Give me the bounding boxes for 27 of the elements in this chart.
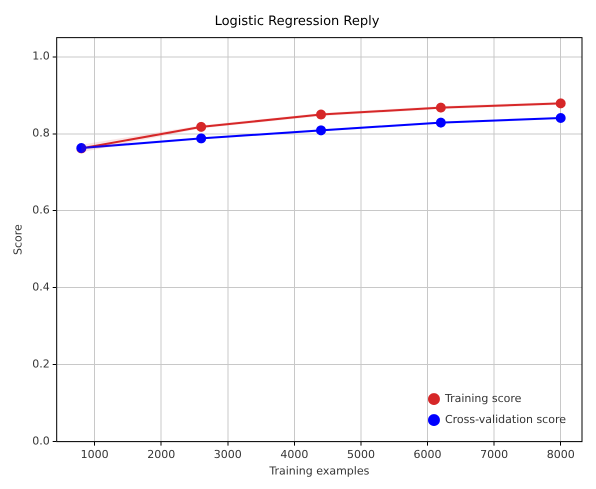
- point: [316, 125, 326, 136]
- x-tick-label: 4000: [280, 448, 308, 462]
- point: [196, 133, 206, 144]
- point: [556, 113, 566, 124]
- x-tick-label: 2000: [147, 448, 176, 462]
- point: [556, 98, 566, 108]
- x-tick-label: 6000: [414, 448, 442, 462]
- y-tick-label: 0.8: [32, 126, 50, 140]
- x-axis-title: Training examples: [268, 464, 370, 478]
- x-tick-label: 7000: [480, 448, 508, 462]
- point: [436, 102, 446, 113]
- y-tick-label: 0.4: [32, 280, 50, 294]
- x-tick-label: 8000: [546, 448, 575, 462]
- x-tick-label: 1000: [80, 448, 109, 462]
- y-tick-label: 0.6: [32, 204, 50, 217]
- chart-title: Logistic Regression Reply: [214, 14, 380, 30]
- x-tick-label: 5000: [346, 448, 375, 462]
- point: [316, 110, 326, 120]
- point: [196, 122, 206, 132]
- point: [436, 118, 446, 128]
- y-axis-title: Score: [11, 224, 24, 256]
- y-tick-label: 1.0: [32, 50, 50, 63]
- y-tick-label: 0.0: [32, 434, 50, 448]
- legend-label: Training score: [444, 392, 522, 405]
- y-tick-label: 0.2: [32, 358, 50, 371]
- legend-label: Cross-validation score: [444, 412, 566, 426]
- x-tick-label: 3000: [214, 448, 242, 462]
